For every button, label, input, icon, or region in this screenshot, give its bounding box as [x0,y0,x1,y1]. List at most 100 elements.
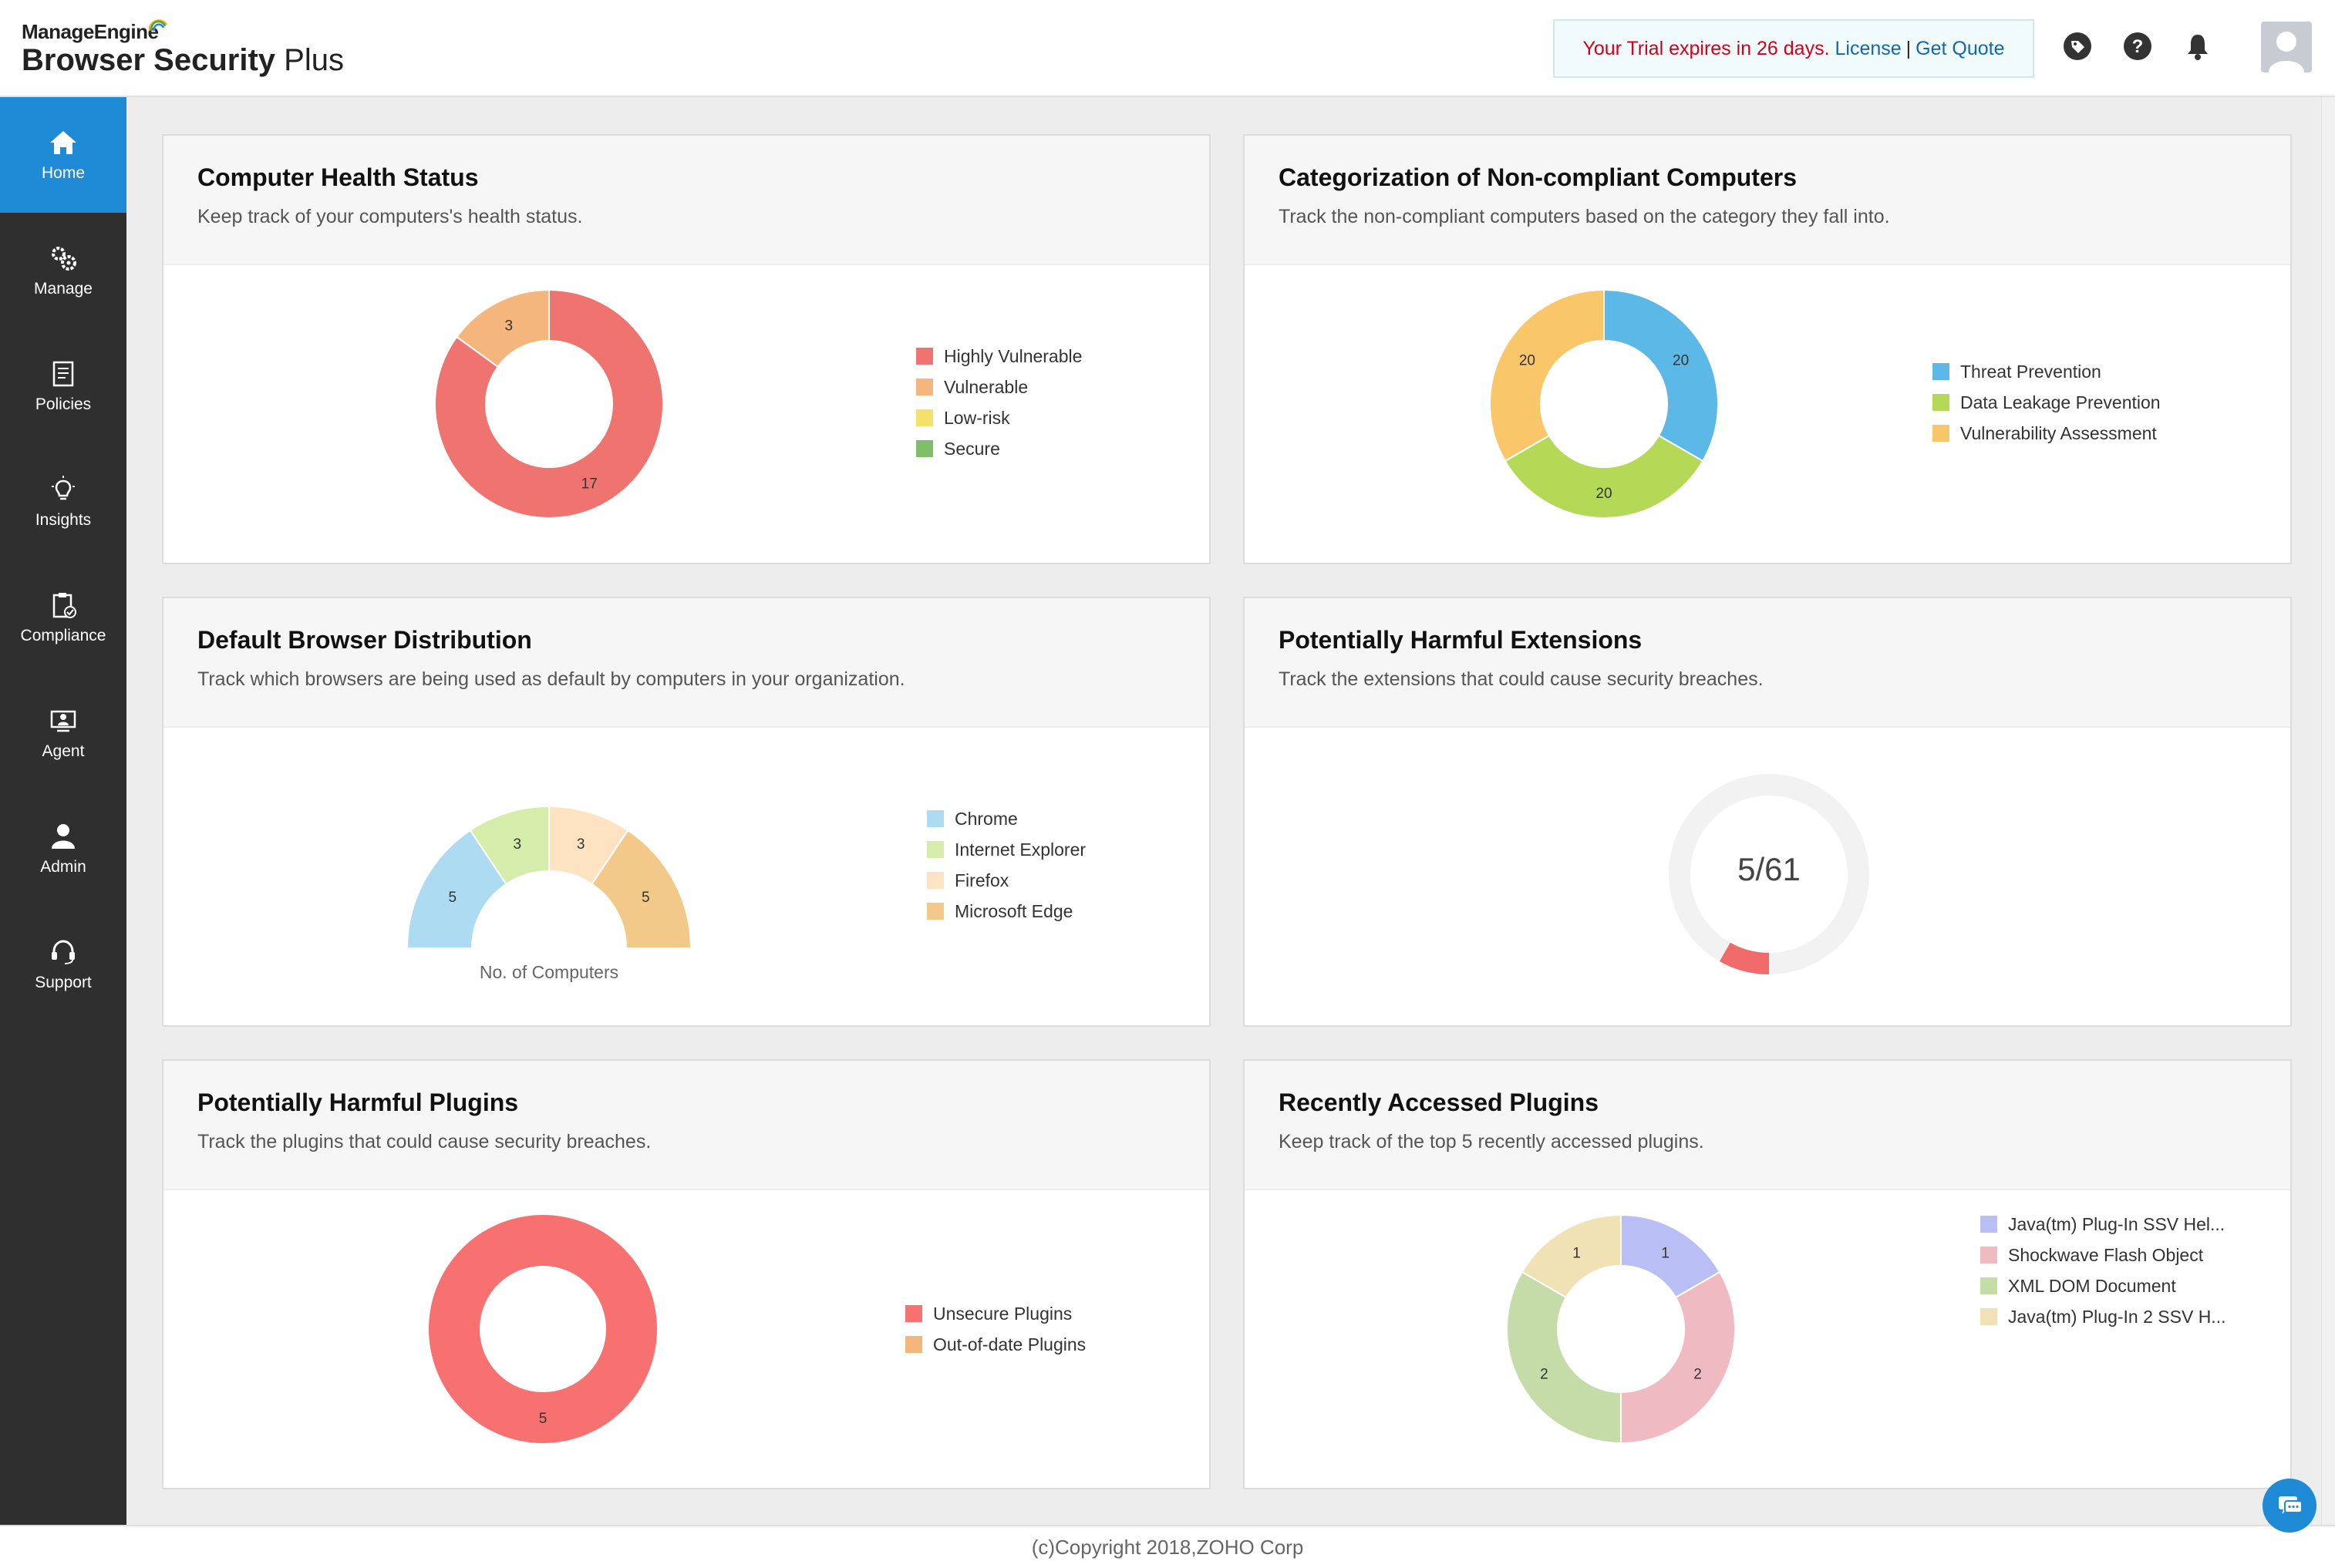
sidebar-item-label: Insights [35,511,92,529]
legend-item[interactable]: Secure [916,433,1082,464]
categorization-donut-chart: 20 20 20 [1489,288,1719,519]
bell-icon[interactable] [2182,31,2213,62]
product-name-bold: Browser Security [22,43,276,77]
legend-swatch [1932,394,1949,411]
sidebar-item-agent[interactable]: Agent [0,675,126,791]
chart-slice[interactable] [1506,1270,1622,1445]
document-icon [52,361,74,387]
sidebar-item-label: Admin [40,858,86,876]
chart-slice[interactable] [1603,288,1719,463]
legend-item[interactable]: Chrome [927,803,1086,834]
card-title: Recently Accessed Plugins [1279,1089,1599,1116]
chart-legend: Threat Prevention Data Leakage Preventio… [1932,356,2161,449]
sidebar-item-policies[interactable]: Policies [0,328,126,444]
legend-label: Secure [944,438,1000,459]
card-title: Potentially Harmful Extensions [1279,626,1643,654]
data-label: 2 [1693,1367,1702,1383]
legend-item[interactable]: Low-risk [916,402,1082,433]
chart-slice[interactable] [591,829,692,949]
get-quote-link[interactable]: Get Quote [1916,37,2005,59]
legend-item[interactable]: XML DOM Document [1980,1270,2225,1301]
card-recent-plugins: Recently Accessed Plugins Keep track of … [1243,1059,2292,1489]
legend-swatch [916,440,933,457]
legend-item[interactable]: Shockwave Flash Object [1980,1240,2225,1270]
card-title: Categorization of Non-compliant Computer… [1279,163,1797,191]
legend-label: Vulnerability Assessment [1960,422,2157,443]
sidebar-nav: Home Manage Policies Insights [0,97,126,1525]
legend-item[interactable]: Vulnerability Assessment [1932,418,2161,449]
sidebar-item-manage[interactable]: Manage [0,213,126,328]
chart-slice[interactable] [455,288,550,368]
legend-label: Internet Explorer [955,839,1087,860]
footer: (c)Copyright 2018,ZOHO Corp [0,1525,2335,1568]
trial-banner: Your Trial expires in 26 days. License |… [1553,19,2034,78]
legend-item[interactable]: Data Leakage Prevention [1932,387,2161,418]
clipboard-check-icon [52,593,76,618]
legend-label: Firefox [955,870,1009,890]
legend-item[interactable]: Vulnerable [916,372,1082,402]
chart-slice[interactable] [1521,1213,1622,1299]
legend-label: Chrome [955,808,1018,829]
gauge-value-arc[interactable] [1719,942,1769,974]
data-label: 5 [642,890,650,906]
legend-item[interactable]: Java(tm) Plug-In SSV Hel... [1980,1209,2225,1240]
chart-slice[interactable] [434,288,664,519]
chart-legend: Chrome Internet Explorer Firefox Microso… [927,803,1086,927]
data-label: 20 [1595,486,1612,502]
data-label: 17 [581,476,598,492]
legend-label: Vulnerable [944,376,1029,397]
card-harmful-plugins: Potentially Harmful Plugins Track the pl… [162,1059,1211,1489]
data-label: 1 [1572,1245,1581,1261]
sidebar-item-label: Policies [35,395,92,413]
legend-swatch [1932,425,1949,442]
legend-item[interactable]: Out-of-date Plugins [905,1329,1086,1360]
page-scrollbar[interactable] [2321,97,2335,1525]
chart-slice[interactable] [1489,288,1605,463]
legend-swatch [1980,1308,1997,1325]
legend-item[interactable]: Highly Vulnerable [916,341,1082,372]
browser-semi-donut-chart: 5 3 3 5 [406,805,692,949]
sidebar-item-support[interactable]: Support [0,907,126,1022]
chart-slice[interactable] [429,1215,657,1443]
sidebar-item-insights[interactable]: Insights [0,444,126,560]
license-link[interactable]: License [1835,37,1902,59]
user-avatar-icon[interactable] [2261,22,2312,72]
legend-item[interactable]: Java(tm) Plug-In 2 SSV H... [1980,1301,2225,1332]
data-label: 3 [513,836,521,853]
chart-slice[interactable] [1620,1270,1736,1445]
person-icon [52,824,75,849]
sidebar-item-compliance[interactable]: Compliance [0,560,126,675]
chat-button[interactable] [2263,1479,2316,1533]
card-noncompliant-categorization: Categorization of Non-compliant Computer… [1243,134,2292,564]
tag-icon[interactable] [2062,31,2093,62]
legend-swatch [1980,1277,1997,1294]
trial-warning: Your Trial expires in 26 days. [1582,37,1830,59]
chart-axis-caption: No. of Computers [479,962,619,982]
extensions-gauge-chart [1669,774,1869,974]
sidebar-item-label: Agent [42,742,85,760]
legend-item[interactable]: Internet Explorer [927,834,1086,865]
legend-item[interactable]: Firefox [927,865,1086,896]
card-harmful-extensions: Potentially Harmful Extensions Track the… [1243,597,2292,1027]
product-name-suffix: Plus [284,43,344,77]
chart-slice[interactable] [1504,434,1704,519]
legend-swatch [916,409,933,426]
sidebar-item-home[interactable]: Home [0,97,126,213]
legend-swatch [1980,1247,1997,1263]
product-name: Browser Security Plus [22,43,344,78]
chat-icon [2279,1496,2303,1514]
legend-label: Out-of-date Plugins [933,1334,1087,1354]
card-subtitle: Keep track of your computers's health st… [197,206,583,227]
help-icon[interactable]: ? [2122,31,2153,62]
legend-item[interactable]: Microsoft Edge [927,896,1086,927]
brand-logo-arc-icon [148,19,168,32]
svg-text:?: ? [2132,36,2144,57]
sidebar-item-admin[interactable]: Admin [0,791,126,907]
data-label: 20 [1519,353,1535,369]
legend-item[interactable]: Unsecure Plugins [905,1298,1086,1329]
legend-swatch [927,903,944,920]
legend-label: XML DOM Document [2008,1275,2176,1296]
trial-separator: | [1905,37,1912,59]
legend-label: Highly Vulnerable [944,345,1083,366]
legend-item[interactable]: Threat Prevention [1932,356,2161,387]
